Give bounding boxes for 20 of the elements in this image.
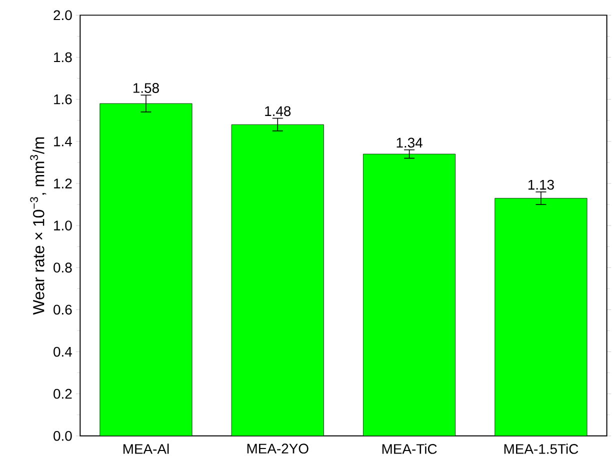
y-tick-label: 0.6 — [54, 304, 72, 315]
y-axis-title: Wear rate × 10$^{−3}$, mm$^{3}$/m — [30, 137, 46, 315]
x-tick-label: MEA-1.5TiC — [504, 444, 578, 454]
data-label: 1.48 — [265, 106, 291, 116]
data-label: 1.13 — [528, 180, 554, 190]
data-label: 1.34 — [396, 138, 422, 148]
y-tick-label: 1.6 — [54, 94, 72, 104]
y-tick-label: 0.2 — [54, 388, 72, 399]
y-tick-label: 0.0 — [54, 430, 72, 441]
y-tick-label: 1.2 — [54, 178, 72, 188]
y-tick-label: 2.0 — [54, 10, 72, 20]
y-tick-label: 1.4 — [54, 136, 72, 146]
x-tick-label: MEA-TiC — [382, 444, 437, 454]
x-tick-label: MEA-2YO — [247, 444, 308, 454]
y-tick-label: 1.0 — [54, 220, 72, 230]
y-tick-label: 0.8 — [54, 262, 72, 273]
y-tick-label: 1.8 — [54, 52, 72, 62]
data-label: 1.58 — [133, 83, 159, 93]
x-tick-label: MEA-Al — [124, 444, 169, 454]
y-tick-label: 0.4 — [54, 346, 72, 357]
